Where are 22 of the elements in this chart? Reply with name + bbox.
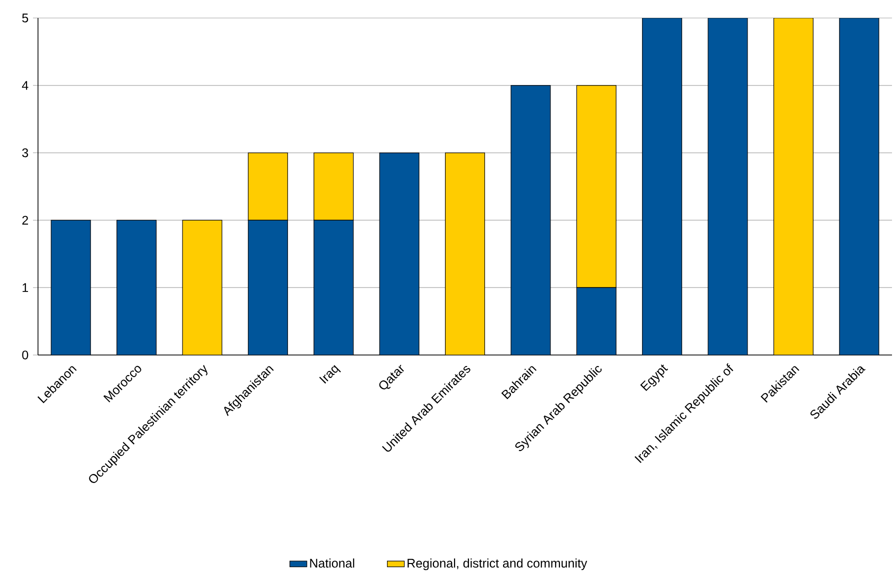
bar <box>314 152 354 220</box>
legend-label: National <box>310 558 354 568</box>
x-tick-label: Iraq <box>319 365 341 384</box>
bar <box>379 152 420 355</box>
y-tick-label: 3 <box>22 148 28 158</box>
bar <box>510 85 551 355</box>
bar <box>576 287 616 355</box>
bar <box>116 220 157 355</box>
y-tick-label: 2 <box>22 216 28 225</box>
y-tick-label: 5 <box>22 14 28 22</box>
bar <box>248 220 288 355</box>
y-tick-label: 4 <box>22 81 28 90</box>
y-tick-label: 0 <box>22 350 28 360</box>
legend-label: Regional, district and community <box>408 558 588 570</box>
bar <box>50 220 91 355</box>
bar <box>576 85 616 288</box>
bar <box>708 18 748 355</box>
y-tick-label: 1 <box>22 283 28 292</box>
bar <box>642 18 682 355</box>
bar <box>839 18 880 355</box>
bar <box>314 220 354 355</box>
bar <box>248 152 288 220</box>
